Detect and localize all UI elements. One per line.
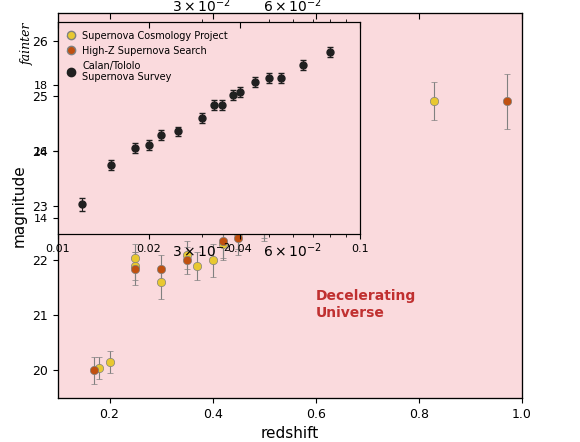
Y-axis label: magnitude: magnitude — [12, 164, 27, 247]
Text: fainter: fainter — [21, 22, 34, 65]
Legend: Supernova Cosmology Project, High-Z Supernova Search, Calan/Tololo
Supernova Sur: Supernova Cosmology Project, High-Z Supe… — [63, 27, 232, 86]
Text: Decelerating
Universe: Decelerating Universe — [316, 290, 416, 320]
Text: Accelerating
Universe: Accelerating Universe — [110, 202, 208, 232]
X-axis label: redshift: redshift — [261, 426, 319, 441]
